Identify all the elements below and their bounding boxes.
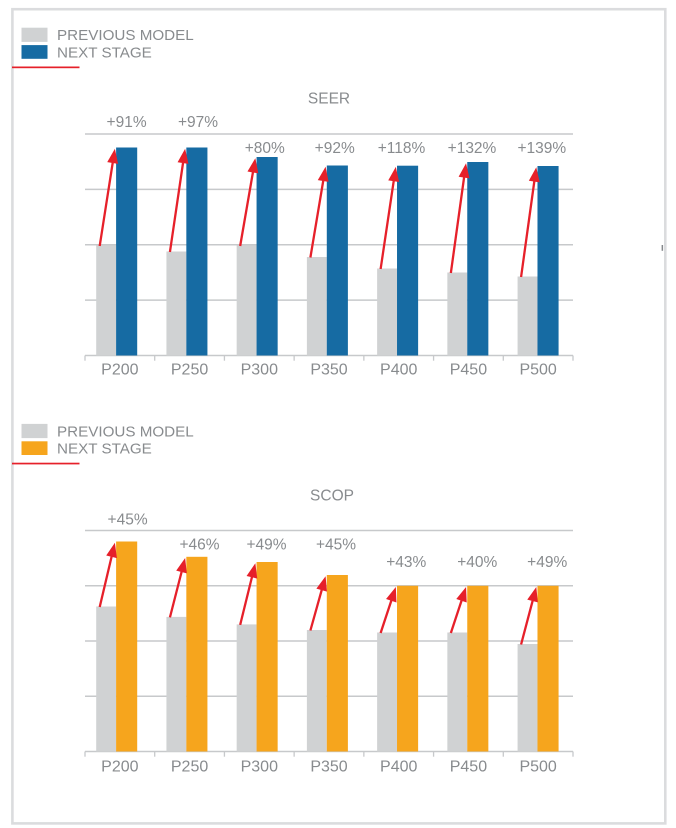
svg-text:P250: P250: [171, 759, 208, 776]
svg-text:+45%: +45%: [316, 537, 356, 554]
svg-text:SCOP: SCOP: [310, 488, 354, 505]
svg-text:P400: P400: [380, 361, 417, 378]
svg-text:P400: P400: [380, 759, 417, 776]
svg-text:P500: P500: [519, 759, 556, 776]
svg-text:PREVIOUS MODEL: PREVIOUS MODEL: [57, 27, 194, 44]
svg-text:P200: P200: [101, 361, 138, 378]
svg-text:+40%: +40%: [457, 554, 497, 571]
svg-text:+97%: +97%: [178, 114, 218, 131]
svg-text:P500: P500: [519, 361, 556, 378]
svg-text:P250: P250: [171, 361, 208, 378]
svg-text:+139%: +139%: [517, 140, 566, 157]
svg-text:+46%: +46%: [179, 537, 219, 554]
svg-text:NEXT STAGE: NEXT STAGE: [57, 44, 152, 61]
svg-text:P450: P450: [450, 361, 487, 378]
svg-text:+91%: +91%: [107, 114, 147, 131]
svg-text:+49%: +49%: [246, 537, 286, 554]
svg-text:+43%: +43%: [386, 554, 426, 571]
svg-text:+118%: +118%: [378, 140, 426, 157]
svg-text:+92%: +92%: [315, 140, 355, 157]
svg-text:P200: P200: [101, 759, 138, 776]
svg-text:P450: P450: [450, 759, 487, 776]
svg-text:+132%: +132%: [448, 140, 497, 157]
svg-text:+45%: +45%: [108, 512, 148, 529]
svg-text:NEXT STAGE: NEXT STAGE: [57, 441, 152, 458]
svg-text:P300: P300: [241, 361, 278, 378]
svg-text:P350: P350: [310, 361, 347, 378]
svg-text:+49%: +49%: [527, 554, 567, 571]
svg-text:PREVIOUS MODEL: PREVIOUS MODEL: [57, 423, 194, 440]
svg-text:SEER: SEER: [308, 91, 350, 108]
svg-text:P350: P350: [310, 759, 347, 776]
svg-text:+80%: +80%: [245, 140, 285, 157]
svg-text:P300: P300: [241, 759, 278, 776]
